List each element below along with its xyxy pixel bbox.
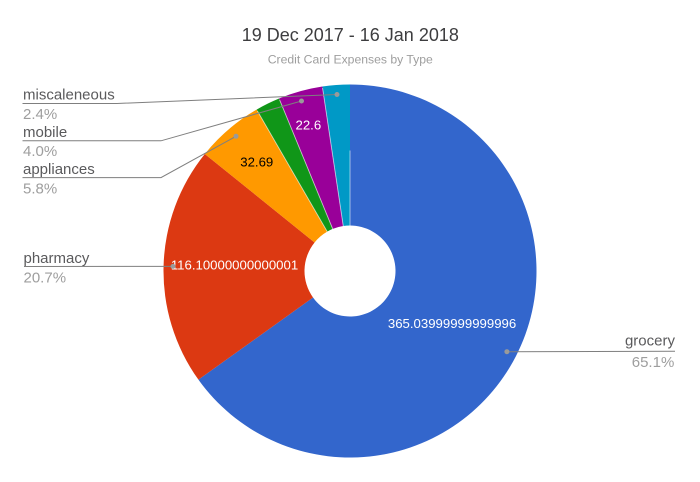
svg-text:pharmacy: pharmacy [24, 250, 90, 267]
svg-text:miscaleneous: miscaleneous [23, 87, 115, 104]
svg-text:365.03999999999996: 365.03999999999996 [388, 316, 516, 331]
svg-text:Credit Card Expenses by Type: Credit Card Expenses by Type [268, 53, 433, 67]
svg-text:22.6: 22.6 [296, 118, 322, 133]
svg-text:5.8%: 5.8% [23, 180, 57, 197]
svg-text:20.7%: 20.7% [24, 269, 67, 286]
svg-text:65.1%: 65.1% [632, 354, 675, 371]
svg-text:2.4%: 2.4% [23, 106, 57, 123]
svg-text:appliances: appliances [23, 161, 95, 178]
svg-text:grocery: grocery [625, 333, 676, 350]
svg-text:19 Dec 2017 - 16 Jan 2018: 19 Dec 2017 - 16 Jan 2018 [242, 25, 459, 45]
svg-text:116.10000000000001: 116.10000000000001 [171, 257, 298, 272]
svg-text:32.69: 32.69 [240, 154, 273, 169]
svg-text:4.0%: 4.0% [23, 143, 57, 160]
svg-text:mobile: mobile [23, 124, 67, 141]
